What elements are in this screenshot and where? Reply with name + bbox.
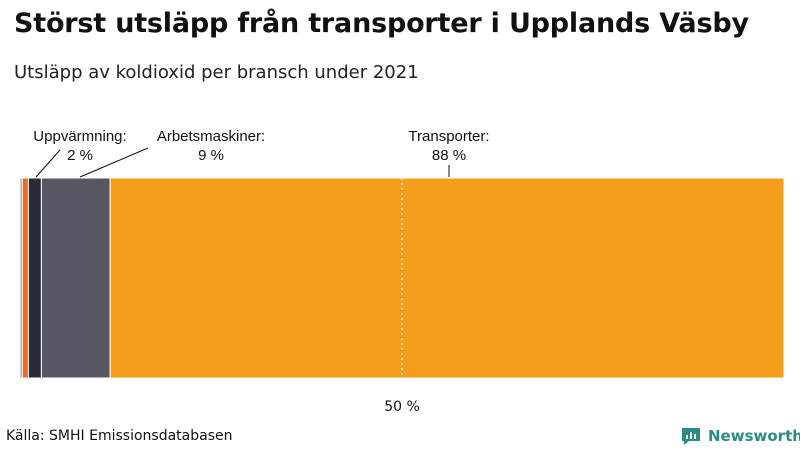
bar-segment-3 xyxy=(40,177,111,379)
bar-segment-2 xyxy=(27,177,42,379)
annotation-leader-3 xyxy=(79,147,149,178)
annotation-name-3: Arbetsmaskiner: xyxy=(157,128,265,145)
annotation-name-2: Uppvärmning: xyxy=(33,128,126,145)
newsworthy-logo: Newsworthy xyxy=(680,426,800,446)
bar-segment-1 xyxy=(21,177,29,379)
chart-subtitle: Utsläpp av koldioxid per bransch under 2… xyxy=(14,62,419,83)
annotation-leader-2 xyxy=(35,149,61,178)
source-note: Källa: SMHI Emissionsdatabasen xyxy=(6,428,233,444)
annotation-name-4: Transporter: xyxy=(408,128,489,145)
newsworthy-logo-text: Newsworthy xyxy=(708,427,800,445)
annotation-value-2: 2 % xyxy=(67,147,93,164)
chart-title: Störst utsläpp från transporter i Upplan… xyxy=(14,8,749,39)
bar-segment-4 xyxy=(109,177,785,379)
newsworthy-logo-icon xyxy=(682,428,700,445)
annotation-value-3: 9 % xyxy=(198,147,224,164)
reference-line-label: 50 % xyxy=(384,399,420,415)
annotation-value-4: 88 % xyxy=(432,147,466,164)
